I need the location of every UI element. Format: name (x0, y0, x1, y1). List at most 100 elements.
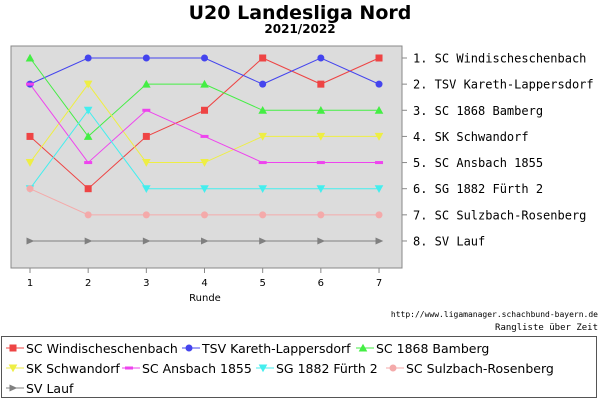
data-point-7-4 (259, 237, 267, 245)
data-point-2-2 (142, 79, 151, 88)
data-point-1-6 (375, 80, 383, 88)
legend-item-5: SG 1882 Fürth 2 (256, 359, 378, 377)
legend-swatch (256, 364, 274, 373)
data-point-7-1 (84, 237, 93, 245)
legend-item-1: TSV Kareth-Lappersdorf (182, 339, 351, 357)
data-point-0-2 (142, 132, 150, 140)
data-point-7-2 (142, 237, 151, 245)
x-tick-label: 5 (259, 278, 265, 289)
legend-label: SC 1868 Bamberg (376, 340, 490, 356)
legend-label: SC Sulzbach-Rosenberg (406, 360, 554, 376)
x-tick-label: 1 (27, 278, 33, 289)
data-point-4-4 (258, 161, 267, 165)
chart-caption: Rangliste über Zeit (495, 323, 598, 333)
data-point-6-2 (142, 211, 150, 219)
legend-item-4: SC Ansbach 1855 (122, 359, 252, 377)
data-point-3-5 (316, 132, 326, 141)
data-point-0-0 (26, 132, 34, 140)
data-point-0-3 (201, 106, 209, 114)
legend-item-3: SK Schwandorf (6, 359, 120, 377)
data-point-7-3 (201, 237, 209, 245)
data-point-3-0 (25, 159, 35, 167)
data-point-1-3 (201, 54, 209, 62)
data-point-3-2 (142, 159, 151, 167)
y-ticks: 1. SC Windischeschenbach 2. TSV Kareth-La… (402, 52, 594, 248)
legend-item-0: SC Windischeschenbach (6, 339, 178, 357)
legend-label: SK Schwandorf (26, 360, 120, 376)
legend-label: SC Ansbach 1855 (142, 360, 252, 376)
x-tick-label: 6 (318, 278, 324, 289)
data-point-0-6 (375, 54, 383, 62)
data-point-3-6 (374, 132, 384, 141)
data-point-1-4 (259, 80, 267, 88)
series-markers (25, 53, 384, 245)
data-point-6-3 (201, 211, 209, 219)
y-tick-label: 6. SG 1882 Fürth 2 (413, 182, 543, 196)
data-point-5-2 (142, 185, 151, 193)
y-tick-label: 4. SK Schwandorf (413, 130, 529, 144)
legend-label: TSV Kareth-Lappersdorf (202, 340, 351, 356)
data-point-2-1 (83, 132, 93, 140)
chart-title: U20 Landesliga Nord (188, 2, 412, 24)
data-point-2-0 (25, 53, 35, 62)
x-ticks: 1 2 3 4 5 6 7 (27, 268, 382, 289)
source-link[interactable]: http://www.ligamanager.schachbund-bayern… (390, 310, 598, 319)
legend-swatch (386, 364, 404, 372)
x-tick-label: 4 (201, 278, 207, 289)
data-point-6-4 (259, 211, 267, 219)
legend-swatch (356, 343, 374, 352)
data-point-4-6 (375, 161, 384, 165)
data-point-3-1 (83, 80, 93, 89)
x-tick-label: 2 (85, 278, 91, 289)
data-point-3-4 (258, 132, 267, 141)
data-point-1-1 (84, 54, 92, 62)
legend-swatch (6, 384, 24, 392)
data-point-4-3 (200, 134, 209, 138)
legend-swatch (182, 344, 200, 352)
data-point-2-4 (258, 105, 267, 114)
legend-swatch (6, 344, 24, 352)
data-point-5-6 (374, 185, 384, 193)
y-tick-label: 7. SC Sulzbach-Rosenberg (413, 208, 586, 222)
data-point-6-0 (26, 185, 34, 193)
y-tick-label: 2. TSV Kareth-Lappersdorf (413, 78, 594, 92)
y-tick-label: 1. SC Windischeschenbach (413, 52, 586, 66)
data-point-2-3 (200, 79, 209, 88)
data-point-5-5 (316, 185, 326, 193)
x-tick-label: 3 (143, 278, 149, 289)
chart-subtitle: 2021/2022 (264, 22, 336, 36)
legend-label: SV Lauf (26, 380, 74, 396)
x-axis-label: Runde (189, 293, 221, 304)
data-point-2-5 (316, 105, 326, 114)
data-point-5-1 (83, 106, 93, 115)
legend-item-6: SC Sulzbach-Rosenberg (386, 359, 554, 377)
legend-swatch (122, 366, 140, 370)
y-tick-label: 3. SC 1868 Bamberg (413, 104, 543, 118)
data-point-0-4 (259, 54, 267, 62)
legend-label: SG 1882 Fürth 2 (276, 360, 378, 376)
data-point-2-6 (374, 105, 384, 114)
data-point-7-0 (26, 237, 35, 245)
data-point-4-2 (142, 108, 151, 112)
data-point-3-3 (200, 159, 209, 167)
legend-item-7: SV Lauf (6, 379, 73, 397)
data-point-1-5 (317, 54, 325, 62)
legend-item-2: SC 1868 Bamberg (356, 339, 489, 357)
legend-swatch (6, 364, 24, 373)
data-point-6-6 (375, 211, 383, 219)
data-point-6-5 (317, 211, 325, 219)
data-point-0-5 (317, 80, 325, 88)
data-point-7-6 (375, 237, 384, 245)
data-point-5-3 (200, 185, 209, 193)
data-point-6-1 (84, 211, 92, 219)
data-point-0-1 (84, 185, 92, 193)
legend-label: SC Windischeschenbach (26, 340, 178, 356)
data-point-4-5 (316, 161, 325, 165)
data-point-5-4 (258, 185, 267, 193)
x-tick-label: 7 (376, 278, 382, 289)
data-point-4-1 (84, 161, 93, 165)
data-point-7-5 (317, 237, 326, 245)
y-tick-label: 5. SC Ansbach 1855 (413, 156, 543, 170)
y-tick-label: 8. SV Lauf (413, 234, 485, 248)
